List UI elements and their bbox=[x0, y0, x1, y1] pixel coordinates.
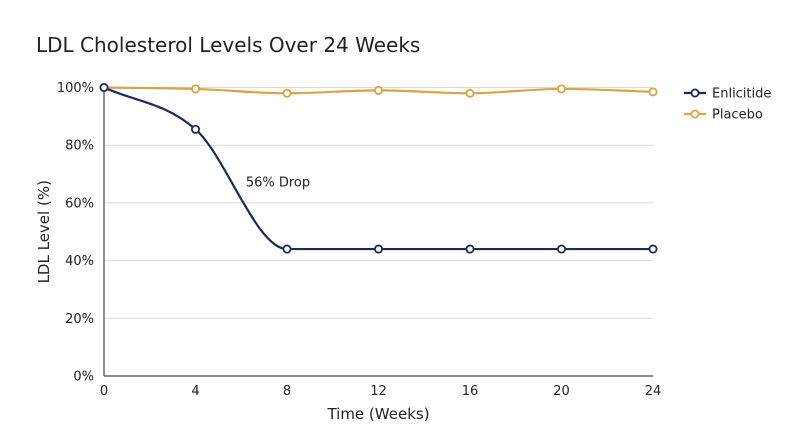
data-point-placebo bbox=[190, 84, 200, 94]
legend-label: Placebo bbox=[712, 108, 763, 123]
x-tick-label: 16 bbox=[462, 384, 479, 399]
x-tick-label: 0 bbox=[100, 384, 108, 399]
grid-lines bbox=[104, 87, 653, 319]
data-point-enlicitide bbox=[648, 244, 658, 254]
x-tick-label: 20 bbox=[553, 384, 570, 399]
y-tick-label: 0% bbox=[73, 370, 94, 385]
data-point-placebo bbox=[373, 85, 383, 95]
x-tick-label: 24 bbox=[645, 384, 662, 399]
tick-labels: 0% 20% 40% 60% 80% 100% 0 4 8 12 16 20 24 Time (Weeks… bbox=[35, 81, 661, 423]
series-group bbox=[99, 83, 658, 254]
data-point-enlicitide bbox=[190, 124, 200, 134]
x-axis-title: Time (Weeks) bbox=[326, 405, 429, 423]
x-tick-label: 4 bbox=[191, 384, 199, 399]
x-tick-label: 12 bbox=[370, 384, 387, 399]
data-point-enlicitide bbox=[373, 244, 383, 254]
legend-swatch-marker bbox=[690, 109, 700, 119]
data-point-enlicitide bbox=[282, 244, 292, 254]
y-axis-title: LDL Level (%) bbox=[35, 180, 53, 283]
legend-swatch-marker bbox=[690, 88, 700, 98]
data-point-enlicitide bbox=[557, 244, 567, 254]
data-point-enlicitide bbox=[465, 244, 475, 254]
annotation-label: 56% Drop bbox=[246, 176, 310, 191]
legend: Enlicitide Placebo bbox=[684, 87, 771, 123]
y-tick-label: 40% bbox=[65, 254, 94, 269]
y-tick-label: 100% bbox=[57, 81, 94, 96]
series-line-enlicitide bbox=[102, 86, 655, 251]
y-tick-label: 20% bbox=[65, 312, 94, 327]
data-point-placebo bbox=[282, 88, 292, 98]
data-point-placebo bbox=[465, 88, 475, 98]
y-tick-label: 60% bbox=[65, 196, 94, 211]
data-point-placebo bbox=[557, 84, 567, 94]
legend-label: Enlicitide bbox=[712, 87, 771, 102]
data-point-enlicitide bbox=[99, 83, 109, 93]
data-point-placebo bbox=[648, 87, 658, 97]
axes bbox=[103, 87, 653, 377]
y-tick-label: 80% bbox=[65, 139, 94, 154]
x-tick-label: 8 bbox=[283, 384, 291, 399]
chart-title: LDL Cholesterol Levels Over 24 Weeks bbox=[36, 33, 421, 57]
